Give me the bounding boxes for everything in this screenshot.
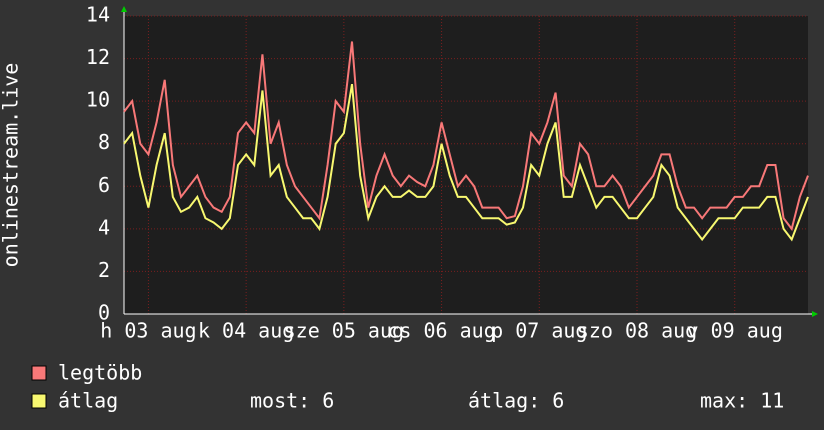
series-line — [123, 41, 809, 232]
x-tick-label: p 07 aug — [491, 319, 587, 343]
legend-label: legtöbb — [58, 361, 142, 385]
stat: max: 11 — [700, 389, 784, 413]
x-tick-label: cs 06 aug — [387, 319, 495, 343]
x-tick-label: k 04 aug — [198, 319, 294, 343]
y-tick-label: 8 — [98, 130, 110, 154]
y-tick-label: 4 — [98, 215, 110, 239]
y-tick-label: 6 — [98, 173, 110, 197]
x-tick-label: szo 08 aug — [577, 319, 697, 343]
y-axis-label: onlinestream.live — [0, 63, 23, 268]
y-tick-label: 2 — [98, 258, 110, 282]
y-tick-label: 10 — [86, 88, 110, 112]
y-tick-label: 12 — [86, 45, 110, 69]
x-tick-label: h 03 aug — [100, 319, 196, 343]
legend-swatch — [31, 365, 47, 381]
y-tick-label: 0 — [98, 301, 110, 325]
y-tick-label: 14 — [86, 3, 110, 27]
series-line — [123, 83, 809, 242]
axis-arrow — [812, 311, 818, 317]
stat: most: 6 — [250, 389, 334, 413]
x-tick-label: v 09 aug — [687, 319, 783, 343]
stat: átlag: 6 — [468, 389, 564, 413]
legend-swatch — [31, 393, 47, 409]
plot-area — [124, 16, 808, 314]
axis-arrow — [121, 6, 127, 12]
legend-label: átlag — [58, 389, 118, 413]
x-tick-label: sze 05 aug — [284, 319, 404, 343]
